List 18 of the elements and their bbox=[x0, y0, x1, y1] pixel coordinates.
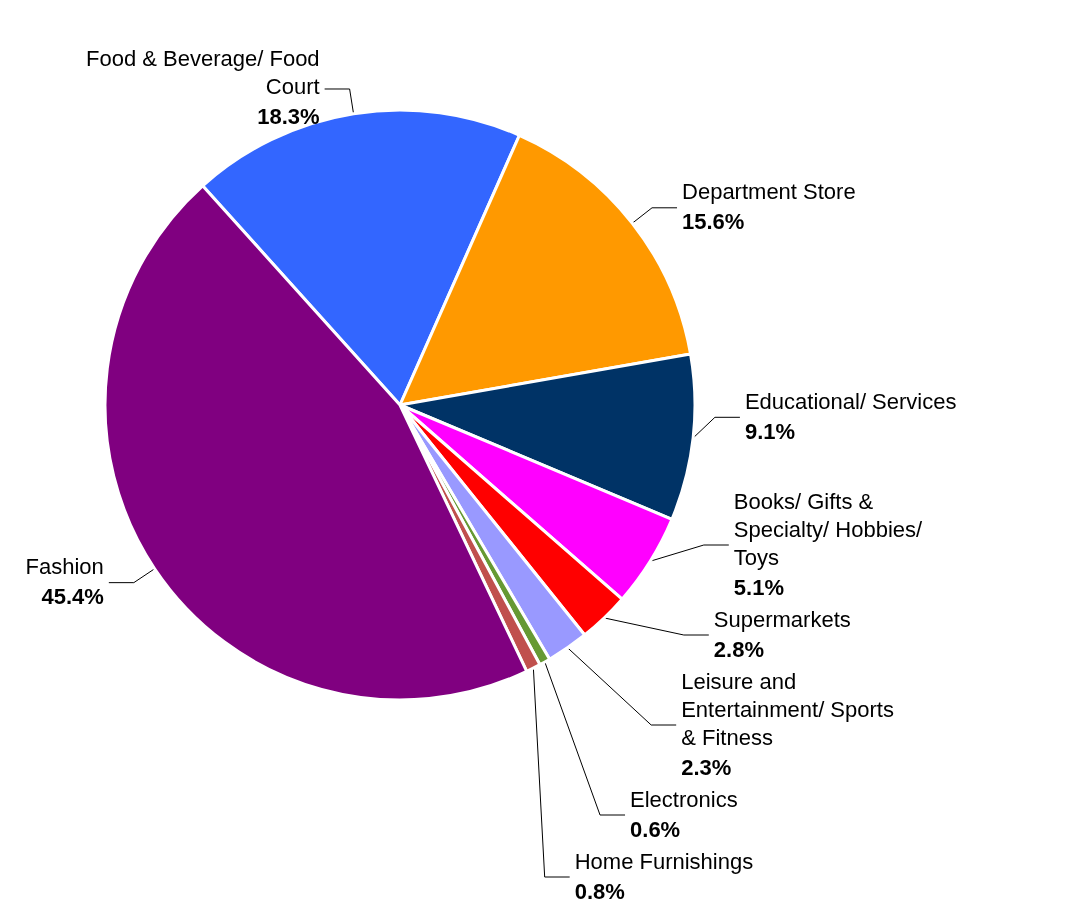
slice-label: Books/ Gifts & Specialty/ Hobbies/ Toys bbox=[733, 488, 924, 570]
slice-label: Food & Beverage/ Food Court bbox=[86, 46, 320, 100]
slice-label: Educational/ Services bbox=[744, 388, 957, 414]
data-label: 45.4% bbox=[41, 584, 104, 610]
data-label: 5.1% bbox=[733, 574, 784, 600]
data-label: 15.6% bbox=[682, 209, 745, 235]
data-label: 2.3% bbox=[681, 754, 732, 780]
data-label: 9.1% bbox=[744, 418, 796, 444]
slice-label: Supermarkets bbox=[713, 606, 851, 632]
data-label: 18.3% bbox=[257, 104, 320, 130]
data-label: 0.8% bbox=[574, 878, 625, 904]
slice-label: Leisure and Entertainment/ Sports & Fitness bbox=[681, 668, 894, 750]
slice-label: Fashion bbox=[25, 554, 104, 580]
data-label: 2.8% bbox=[713, 636, 764, 662]
slice-label: Home Furnishings bbox=[574, 848, 754, 874]
slice-label: Electronics bbox=[630, 786, 738, 812]
slice-label: Department Store bbox=[682, 179, 856, 205]
data-label: 0.6% bbox=[630, 816, 681, 842]
